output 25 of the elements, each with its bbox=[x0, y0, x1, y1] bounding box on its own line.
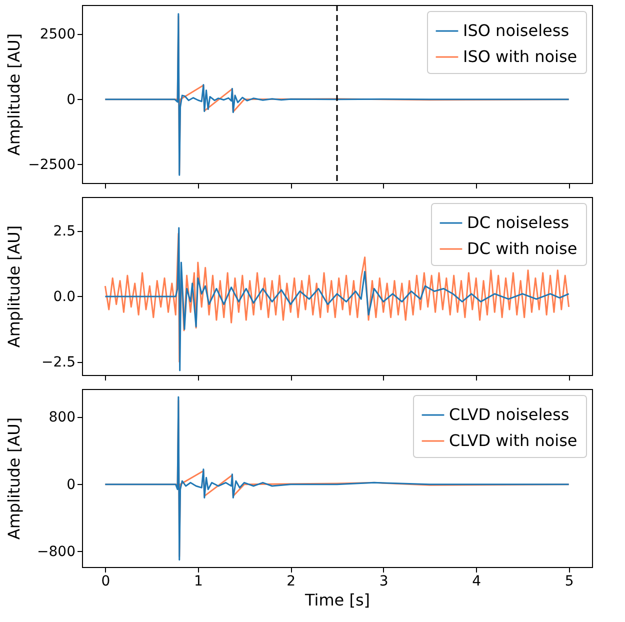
legend-label: ISO with noise bbox=[463, 47, 578, 66]
y-tick-label: 0 bbox=[66, 92, 76, 108]
x-tick-label: 2 bbox=[286, 574, 296, 590]
y-tick-label: −2500 bbox=[28, 156, 76, 173]
x-axis-title: Time [s] bbox=[304, 590, 370, 610]
y-axis-title: Amplitude [AU] bbox=[4, 417, 24, 540]
y-tick-label: −800 bbox=[37, 544, 76, 560]
y-tick-label: 800 bbox=[48, 410, 76, 426]
y-tick-label: 2.5 bbox=[53, 224, 76, 240]
y-tick-label: 0.0 bbox=[53, 288, 76, 305]
y-tick-label: 2500 bbox=[40, 26, 76, 43]
legend-label: CLVD with noise bbox=[449, 431, 578, 450]
x-tick-label: 5 bbox=[564, 574, 574, 590]
x-tick-label: 1 bbox=[194, 574, 203, 590]
legend-label: ISO noiseless bbox=[463, 21, 570, 40]
x-tick-label: 4 bbox=[472, 574, 482, 590]
x-tick-label: 3 bbox=[379, 574, 388, 590]
legend-label: DC with noise bbox=[467, 239, 578, 258]
x-tick-label: 0 bbox=[101, 574, 110, 590]
y-tick-label: 0 bbox=[66, 476, 76, 493]
legend-label: DC noiseless bbox=[467, 213, 570, 232]
y-axis-title: Amplitude [AU] bbox=[4, 225, 24, 348]
legend-label: CLVD noiseless bbox=[449, 405, 570, 424]
y-tick-label: −2.5 bbox=[42, 354, 76, 370]
y-axis-title: Amplitude [AU] bbox=[4, 33, 24, 156]
